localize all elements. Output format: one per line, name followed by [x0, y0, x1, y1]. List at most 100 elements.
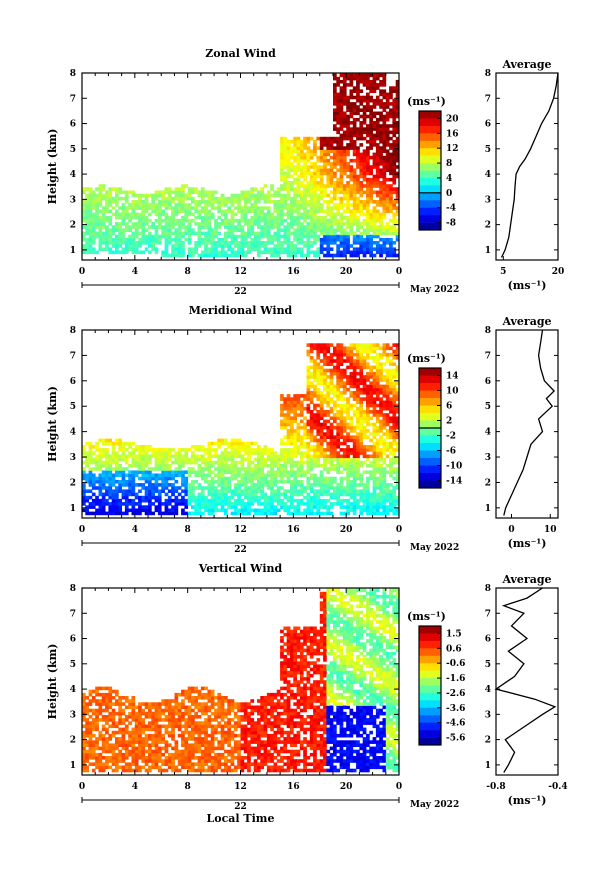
heatmap-cell [352, 381, 357, 385]
heatmap-cell [164, 470, 169, 474]
heatmap-cell [240, 237, 245, 242]
colorbar-band [419, 177, 441, 186]
heatmap-cell [319, 400, 324, 405]
heatmap-cell [115, 438, 119, 443]
heatmap-cell [82, 476, 86, 481]
heatmap-cell [346, 206, 350, 210]
heatmap-cell [326, 174, 331, 179]
heatmap-cell [217, 438, 222, 443]
heatmap-cell [191, 445, 195, 449]
heatmap-cell [382, 155, 387, 160]
heatmap-cell [349, 419, 354, 424]
heatmap-cell [154, 209, 159, 214]
heatmap-cell [342, 438, 347, 443]
heatmap-cell [382, 225, 387, 229]
heatmap-cell [382, 165, 387, 169]
heatmap-cell [91, 492, 96, 497]
heatmap-cell [124, 212, 129, 217]
heatmap-cell [144, 492, 149, 497]
heatmap-cell [333, 95, 337, 100]
heatmap-cell [263, 448, 268, 452]
heatmap-cell [138, 203, 142, 207]
heatmap-cell [148, 495, 152, 500]
heatmap-cell [233, 502, 238, 506]
heatmap-cell [352, 95, 357, 100]
heatmap-cell [280, 441, 284, 446]
heatmap-cell [299, 460, 304, 465]
heatmap-cell [359, 416, 364, 420]
heatmap-cell [336, 422, 340, 427]
heatmap-cell [392, 133, 397, 138]
heatmap-cell [382, 498, 387, 503]
heatmap-cell [204, 209, 208, 214]
heatmap-cell [181, 231, 185, 236]
heatmap-cell [349, 130, 354, 135]
heatmap-cell [346, 486, 350, 490]
heatmap-cell [352, 193, 357, 198]
heatmap-cell [313, 384, 317, 389]
heatmap-cell [333, 435, 337, 439]
heatmap-cell [191, 495, 195, 500]
heatmap-cell [253, 209, 258, 214]
heatmap-cell [375, 486, 380, 490]
heatmap-cell [326, 387, 331, 392]
heatmap-cell [346, 203, 350, 207]
heatmap-cell [369, 79, 373, 84]
heatmap-cell [108, 438, 113, 443]
heatmap-cell [342, 511, 347, 516]
heatmap-cell [349, 143, 354, 147]
heatmap-cell [273, 464, 278, 468]
heatmap-cell [134, 445, 139, 449]
heatmap-cell [138, 457, 142, 462]
heatmap-cell [359, 241, 364, 245]
heatmap-cell [346, 121, 350, 125]
heatmap-cell [243, 203, 248, 207]
heatmap-cell [339, 190, 344, 195]
heatmap-cell [349, 448, 354, 452]
heatmap-cell [266, 206, 271, 210]
heatmap-cell [296, 187, 301, 191]
heatmap-cell [339, 343, 344, 347]
heatmap-cell [260, 196, 264, 201]
heatmap-cell [326, 218, 331, 223]
heatmap-cell [181, 244, 185, 248]
heatmap-cell [323, 149, 327, 153]
heatmap-cell [382, 92, 387, 97]
heatmap-cell [207, 502, 212, 506]
heatmap-cell [141, 234, 146, 239]
heatmap-cell [88, 200, 93, 204]
heatmap-cell [323, 413, 327, 417]
heatmap-cell [85, 250, 89, 255]
heatmap-cell [389, 457, 393, 462]
heatmap-cell [319, 228, 324, 232]
heatmap-cell [240, 218, 245, 223]
heatmap-cell [161, 479, 165, 484]
heatmap-cell [134, 200, 139, 204]
heatmap-cell [362, 432, 367, 436]
heatmap-cell [356, 218, 360, 223]
heatmap-cell [349, 416, 354, 420]
heatmap-cell [237, 486, 241, 490]
heatmap-cell [395, 391, 400, 395]
heatmap-cell [250, 508, 255, 513]
heatmap-cell [349, 356, 354, 360]
heatmap-cell [290, 218, 294, 223]
heatmap-cell [303, 394, 307, 398]
heatmap-cell [356, 476, 360, 481]
heatmap-cell [280, 451, 284, 455]
heatmap-cell [98, 200, 103, 204]
heatmap-cell [293, 492, 297, 497]
heatmap-cell [339, 413, 344, 417]
heatmap-cell [257, 225, 261, 229]
heatmap-cell [273, 479, 278, 484]
heatmap-cell [359, 130, 364, 135]
heatmap-cell [349, 435, 354, 439]
heatmap-cell [247, 250, 251, 255]
heatmap-cell [243, 511, 248, 516]
heatmap-cell [197, 193, 202, 198]
heatmap-cell [359, 187, 364, 191]
heatmap-cell [263, 234, 268, 239]
heatmap-cell [207, 441, 212, 446]
heatmap-cell [128, 489, 132, 493]
heatmap-cell [115, 215, 119, 220]
